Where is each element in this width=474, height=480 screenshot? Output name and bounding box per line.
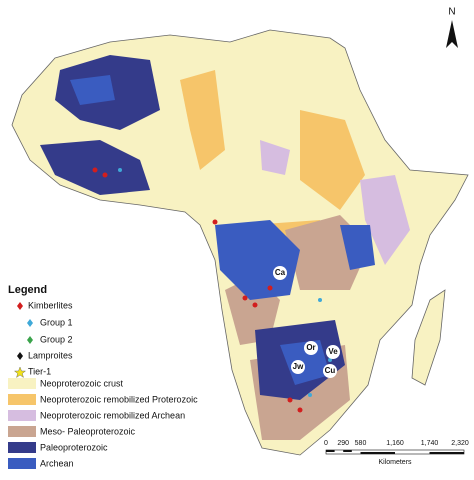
kimberlite <box>267 285 273 291</box>
neoproterozoic-archean <box>260 140 290 175</box>
madagascar <box>411 289 446 386</box>
legend-label: Group 2 <box>40 334 73 344</box>
site-labels: Ca Or Ve Jw Cu <box>273 266 340 378</box>
site-label: Jw <box>293 362 304 371</box>
site-label: Ve <box>328 347 338 356</box>
legend-swatch <box>8 426 36 437</box>
site-label: Ca <box>275 268 286 277</box>
scale-segment <box>326 450 335 452</box>
kimberlite <box>212 219 218 225</box>
legend-label: Lamproites <box>28 350 73 360</box>
site-label: Or <box>306 343 315 352</box>
archean <box>70 75 115 105</box>
neoproterozoic-archean <box>360 175 410 265</box>
group-1 <box>118 168 122 172</box>
legend-label: Archean <box>40 458 74 468</box>
legend-symbol <box>17 352 23 360</box>
scale-unit: Kilometers <box>378 459 412 466</box>
scale-segment <box>360 452 395 454</box>
archean <box>215 220 300 300</box>
scale-segment <box>343 450 352 452</box>
archean <box>340 225 375 270</box>
legend-label: Group 1 <box>40 317 73 327</box>
scale-tick-label: 580 <box>355 440 367 447</box>
legend-label: Meso- Paleoproterozoic <box>40 426 136 436</box>
kimberlite <box>242 295 248 301</box>
north-label: N <box>448 7 455 18</box>
scale-tick-label: 1,160 <box>386 440 404 447</box>
legend-label: Kimberlites <box>28 300 73 310</box>
legend-swatch <box>8 378 36 389</box>
legend-swatch <box>8 458 36 469</box>
archean <box>280 340 330 385</box>
kimberlite <box>287 397 293 403</box>
legend-swatch <box>8 442 36 453</box>
legend-title: Legend <box>8 284 47 296</box>
kimberlite <box>252 302 258 308</box>
legend: Legend Kimberlites Group 1 Group 2 Lampr… <box>8 284 198 469</box>
site-badge <box>304 341 318 355</box>
site-badge <box>323 364 337 378</box>
group-1 <box>308 393 312 397</box>
legend-label: Tier-1 <box>28 366 51 376</box>
legend-label: Paleoproterozoic <box>40 442 108 452</box>
legend-swatch <box>8 410 36 421</box>
legend-symbol <box>27 336 33 344</box>
kimberlite-markers <box>92 167 303 413</box>
site-badge <box>273 266 287 280</box>
kimberlite <box>102 172 108 178</box>
north-arrow: N <box>446 7 458 48</box>
legend-symbol <box>13 366 27 379</box>
group-1 <box>318 298 322 302</box>
group-1 <box>328 358 332 362</box>
kimberlite <box>92 167 98 173</box>
site-badge <box>291 360 305 374</box>
kimberlite <box>297 407 303 413</box>
site-badge <box>326 345 340 359</box>
legend-swatch <box>8 394 36 405</box>
legend-label: Neoproterozoic crust <box>40 378 124 388</box>
scale-tick-label: 2,320 <box>451 440 469 447</box>
neoproterozoic-proterozoic <box>300 110 365 210</box>
scale-bar: 0 290 580 1,160 1,740 2,320 Kilometers <box>324 440 469 466</box>
site-label: Cu <box>325 366 336 375</box>
scale-tick-label: 1,740 <box>421 440 439 447</box>
group1-markers <box>118 168 332 397</box>
neoproterozoic-proterozoic <box>180 70 225 170</box>
legend-symbol <box>17 302 23 310</box>
legend-label: Neoproterozoic remobilized Proterozoic <box>40 394 198 404</box>
scale-tick-label: 290 <box>337 440 349 447</box>
north-arrow-head <box>446 20 458 48</box>
legend-symbol <box>27 319 33 327</box>
scale-tick-label: 0 <box>324 440 328 447</box>
scale-segment <box>429 452 464 454</box>
legend-label: Neoproterozoic remobilized Archean <box>40 410 185 420</box>
